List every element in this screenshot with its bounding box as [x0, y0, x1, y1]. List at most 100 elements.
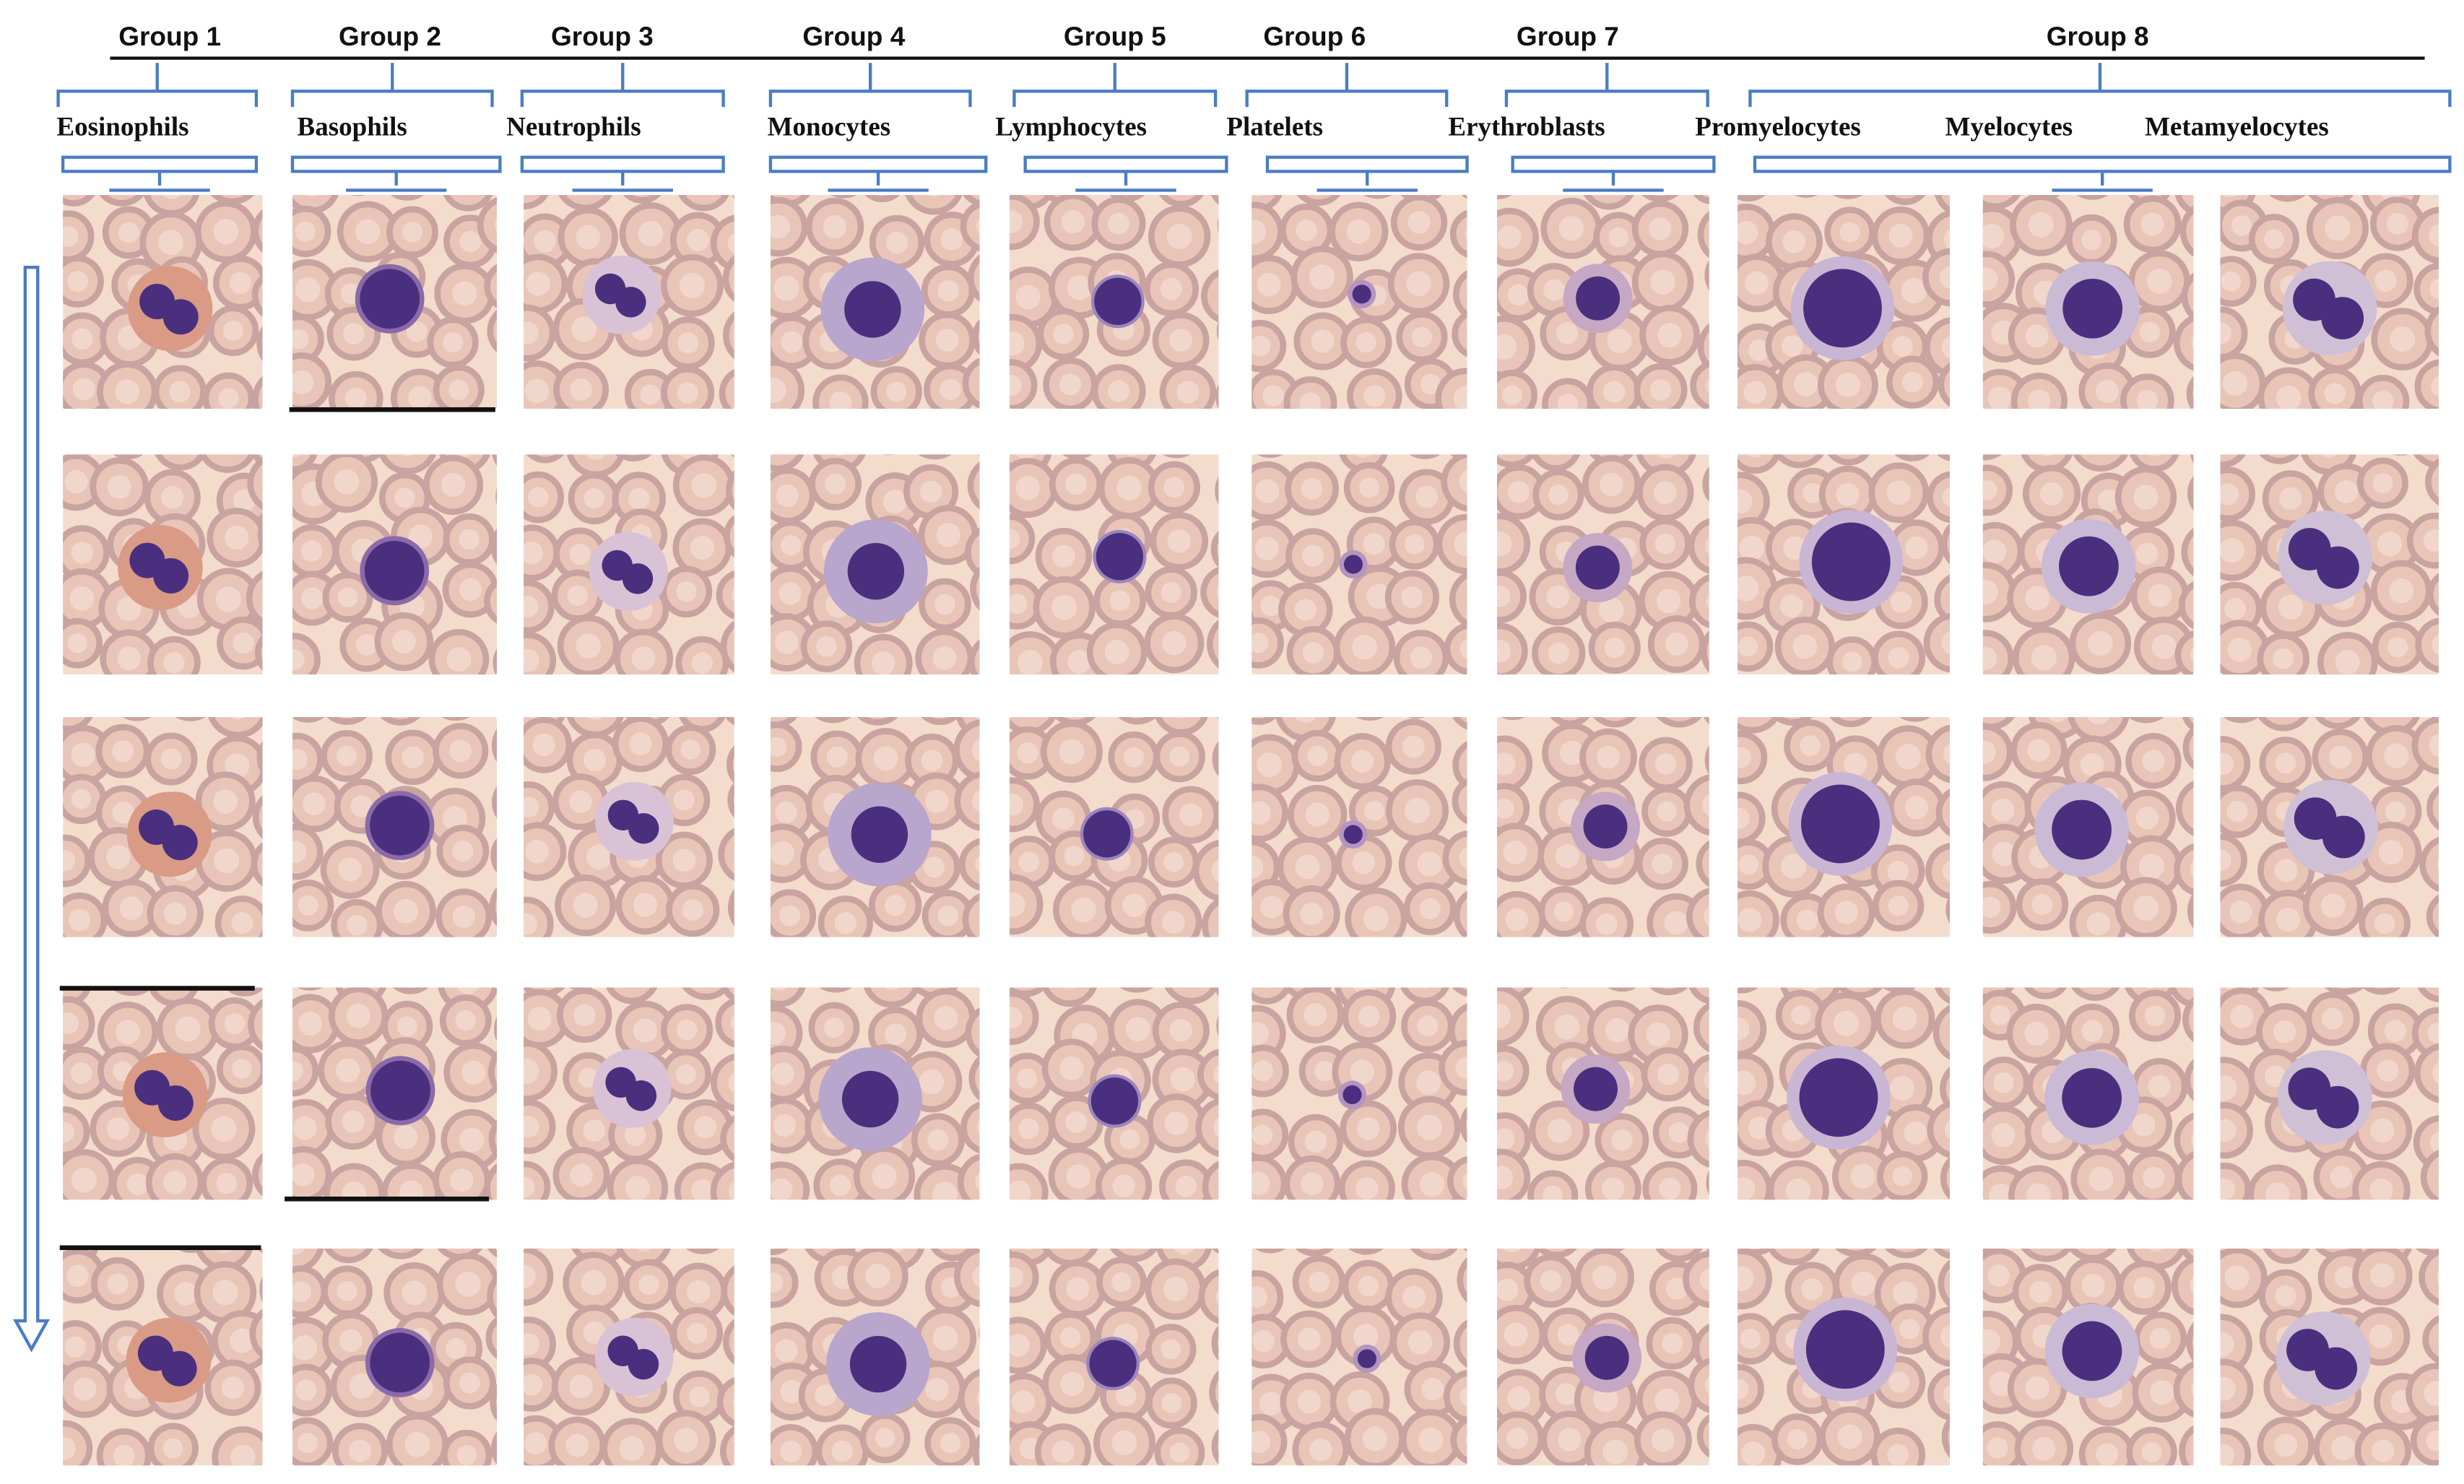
platelet-nucleus: [1357, 1349, 1376, 1368]
red-blood-cell: [2220, 833, 2247, 887]
red-blood-cell: [962, 893, 980, 937]
red-blood-cell: [2186, 376, 2194, 409]
cell-image-myelocyte: [1982, 194, 2194, 409]
micrograph: [1009, 454, 1219, 675]
red-blood-cell: [1452, 778, 1467, 825]
red-blood-cell: [378, 1248, 425, 1259]
red-blood-cell: [1683, 774, 1709, 836]
cell-image-platelet: [1251, 454, 1467, 675]
red-blood-cell: [1164, 987, 1218, 1004]
red-blood-cell: [1200, 566, 1219, 618]
basophil-nucleus: [370, 1332, 430, 1393]
red-blood-cell: [1201, 269, 1219, 323]
metamyelocyte-nucleus: [2321, 297, 2364, 339]
micrograph: [63, 716, 263, 937]
red-blood-cell: [199, 454, 256, 473]
cell-label-basophils: Basophils: [297, 111, 407, 142]
red-blood-cell: [1295, 1248, 1335, 1257]
red-blood-cell: [967, 254, 980, 303]
micrograph: [63, 987, 263, 1200]
red-blood-cell: [685, 1248, 720, 1254]
neutrophil-nucleus: [615, 287, 646, 318]
red-blood-cell: [1656, 716, 1703, 728]
red-blood-cell: [1922, 1306, 1950, 1367]
micrograph: [2220, 987, 2439, 1200]
cell-bracket-stem: [2052, 171, 2153, 192]
micrograph: [1251, 454, 1467, 675]
cell-label-neutrophils: Neutrophils: [506, 111, 641, 142]
red-blood-cell: [725, 469, 734, 511]
erythroblast-nucleus: [1576, 276, 1621, 321]
cell-bracket: [768, 155, 988, 173]
micrograph: [770, 194, 980, 409]
micrograph: [1738, 1248, 1950, 1466]
myelocyte-nucleus: [2062, 1067, 2122, 1128]
cell-label-platelets: Platelets: [1226, 111, 1323, 142]
red-blood-cell: [2262, 987, 2290, 991]
red-blood-cell: [678, 194, 729, 212]
red-blood-cell: [392, 987, 429, 994]
scale-bar: [59, 986, 255, 991]
red-blood-cell: [1441, 454, 1467, 512]
red-blood-cell: [1940, 1066, 1950, 1111]
micrograph: [1496, 454, 1709, 675]
myelocyte-nucleus: [2062, 1321, 2122, 1381]
micrograph: [2220, 716, 2439, 937]
myelocyte-nucleus: [2062, 278, 2123, 339]
red-blood-cell: [727, 782, 734, 818]
red-blood-cell: [122, 716, 152, 721]
red-blood-cell: [1696, 1413, 1709, 1458]
cell-image-neutrophil: [524, 454, 734, 675]
erythroblast-nucleus: [1575, 545, 1620, 590]
red-blood-cell: [63, 834, 92, 888]
cell-image-promyelocyte: [1738, 716, 1950, 937]
red-blood-cell: [524, 1248, 554, 1306]
cell-image-neutrophil: [524, 194, 734, 409]
red-blood-cell: [1697, 210, 1709, 259]
red-blood-cell: [1608, 987, 1637, 992]
red-blood-cell: [1496, 194, 1512, 199]
red-blood-cell: [1009, 513, 1036, 565]
cell-image-promyelocyte: [1738, 454, 1950, 675]
red-blood-cell: [1041, 987, 1098, 1007]
red-blood-cell: [719, 368, 734, 409]
micrograph: [524, 194, 734, 409]
cell-image-erythroblast: [1496, 716, 1709, 937]
micrograph: [1251, 987, 1467, 1200]
neutrophil-nucleus: [628, 1348, 659, 1380]
metamyelocyte-nucleus: [2316, 1085, 2359, 1129]
red-blood-cell: [251, 842, 263, 887]
red-blood-cell: [1211, 1324, 1219, 1361]
red-blood-cell: [1449, 571, 1467, 628]
red-blood-cell: [2420, 1149, 2439, 1200]
group-bracket: [768, 63, 972, 108]
red-blood-cell: [246, 570, 263, 626]
red-blood-cell: [1162, 454, 1191, 459]
red-blood-cell: [968, 1055, 980, 1101]
red-blood-cell: [1009, 990, 1039, 1045]
micrograph: [292, 987, 498, 1200]
red-blood-cell: [1119, 987, 1154, 993]
red-blood-cell: [441, 716, 471, 721]
red-blood-cell: [2184, 1059, 2194, 1101]
cell-label-monocytes: Monocytes: [767, 111, 891, 142]
promyelocyte-nucleus: [1805, 1310, 1885, 1389]
red-blood-cell: [770, 454, 804, 472]
red-blood-cell: [2263, 1248, 2310, 1264]
red-blood-cell: [1212, 741, 1219, 777]
red-blood-cell: [2413, 262, 2439, 315]
red-blood-cell: [491, 786, 498, 819]
red-blood-cell: [2182, 997, 2194, 1043]
red-blood-cell: [723, 514, 734, 558]
red-blood-cell: [1689, 574, 1709, 629]
red-blood-cell: [491, 729, 498, 763]
red-blood-cell: [113, 454, 144, 459]
red-blood-cell: [2259, 454, 2300, 464]
eosinophil-nucleus: [153, 557, 189, 594]
red-blood-cell: [1296, 194, 1341, 206]
cell-label-myelocytes: Myelocytes: [1945, 111, 2073, 142]
lymphocyte-nucleus: [1083, 810, 1131, 858]
red-blood-cell: [2182, 716, 2194, 732]
platelet-nucleus: [1342, 1085, 1362, 1105]
red-blood-cell: [954, 1248, 980, 1307]
